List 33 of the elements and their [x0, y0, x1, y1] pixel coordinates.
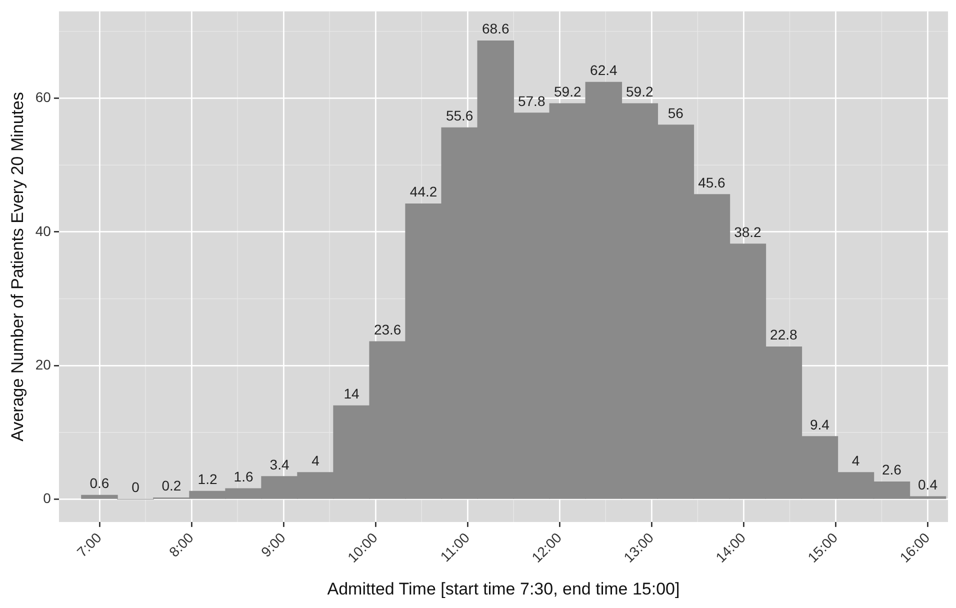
x-tick-label: 8:00 [166, 529, 196, 560]
y-tick-label: 40 [35, 222, 52, 239]
x-tick-label: 9:00 [258, 529, 289, 560]
data-label: 0 [132, 479, 140, 496]
data-label: 22.8 [770, 326, 798, 343]
data-label: 0.6 [90, 475, 110, 492]
data-label: 62.4 [590, 62, 618, 78]
x-axis-title: Admitted Time [start time 7:30, end time 15:00] [327, 579, 680, 598]
y-tick-label: 60 [35, 89, 52, 106]
y-axis-title: Average Number of Patients Every 20 Minutes [8, 92, 27, 442]
data-label: 0.2 [162, 478, 182, 494]
y-tick-label: 20 [35, 356, 52, 372]
data-label: 1.6 [234, 468, 254, 484]
data-label: 55.6 [446, 108, 474, 124]
data-label: 1.2 [198, 471, 218, 488]
data-label: 38.2 [734, 224, 762, 240]
data-label: 9.4 [810, 416, 830, 432]
data-label: 2.6 [882, 462, 902, 478]
y-tick-label: 0 [43, 490, 52, 506]
data-label: 68.6 [482, 20, 510, 37]
data-label: 23.6 [374, 321, 402, 338]
data-label: 59.2 [626, 83, 654, 100]
data-label: 57.8 [518, 92, 546, 109]
data-label: 0.4 [918, 476, 938, 492]
x-tick-label: 7:00 [74, 529, 104, 560]
data-label: 59.2 [554, 83, 582, 100]
data-label: 4 [312, 452, 320, 468]
data-label: 4 [852, 452, 860, 468]
data-label: 44.2 [410, 184, 438, 200]
data-label: 45.6 [698, 174, 726, 190]
data-label: 56 [668, 104, 684, 121]
data-label: 14 [344, 386, 360, 402]
data-label: 3.4 [270, 456, 290, 472]
